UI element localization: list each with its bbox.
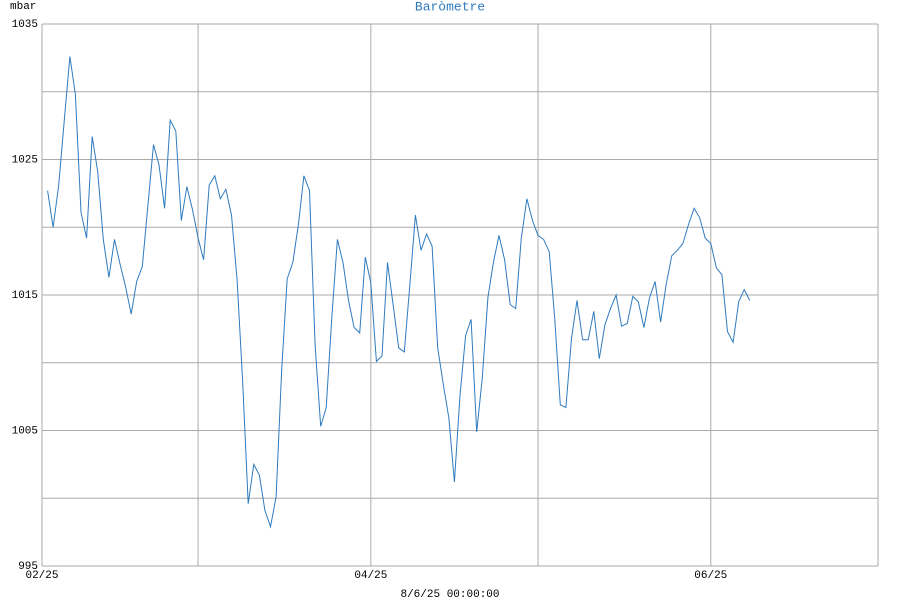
x-axis-label: 8/6/25 00:00:00 <box>400 589 499 600</box>
chart-title: Baròmetre <box>415 0 485 14</box>
x-tick-label: 04/25 <box>354 570 387 582</box>
y-axis-label: mbar <box>10 1 36 13</box>
x-tick-label: 06/25 <box>694 570 727 582</box>
x-tick-label: 02/25 <box>25 570 58 582</box>
data-line <box>47 56 751 529</box>
y-tick-label: 1025 <box>12 154 38 166</box>
y-tick-label: 1035 <box>12 19 38 31</box>
y-tick-label: 1015 <box>12 290 38 302</box>
y-tick-label: 995 <box>18 561 38 573</box>
y-tick-label: 1005 <box>12 425 38 437</box>
